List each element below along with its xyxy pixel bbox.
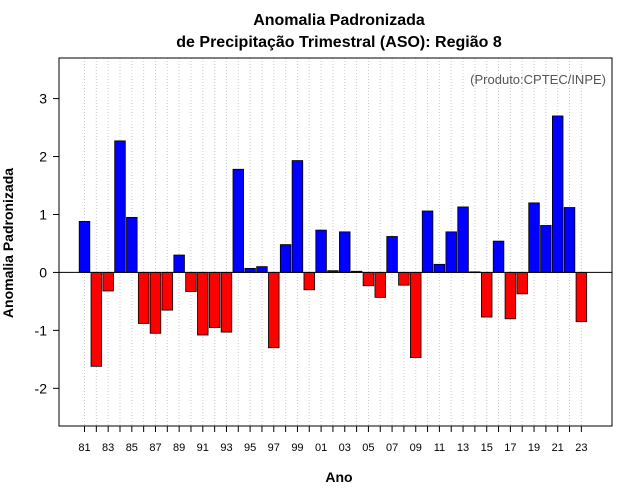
bar-2013	[457, 206, 469, 273]
x-tick-label: 85	[126, 442, 138, 454]
bar-1996	[256, 266, 268, 273]
x-tick-label: 21	[552, 442, 564, 454]
bar-2001	[315, 229, 327, 273]
bar-2022	[563, 207, 576, 273]
bar-2011	[433, 263, 446, 273]
bar-2005	[362, 272, 375, 287]
x-tick-label: 93	[220, 442, 232, 454]
x-tick-label: 81	[78, 442, 90, 454]
bar-2017	[504, 272, 517, 320]
bar-1991	[197, 272, 209, 336]
y-tick-label: -2	[35, 380, 48, 396]
grid	[84, 58, 582, 426]
bar-2021	[552, 115, 564, 273]
x-tick-label: 19	[528, 442, 540, 454]
bar-2008	[398, 272, 410, 286]
bar-1981	[78, 221, 91, 273]
bar-2015	[481, 272, 493, 318]
bar-1989	[173, 254, 185, 273]
x-tick-label: 89	[173, 442, 185, 454]
bar-1985	[126, 216, 138, 273]
bar-1984	[114, 140, 126, 273]
x-tick-label: 09	[410, 442, 422, 454]
bar-1992	[208, 272, 221, 328]
bar-1988	[161, 272, 174, 311]
x-tick-label: 91	[197, 442, 209, 454]
y-tick-label: 1	[39, 206, 47, 222]
bar-2010	[421, 210, 434, 273]
bar-1994	[232, 168, 244, 273]
bar-2019	[528, 202, 540, 273]
bar-2009	[410, 272, 422, 359]
x-tick-label: 15	[481, 442, 493, 454]
y-axis: -2 -1 0 1 2 3	[35, 91, 59, 396]
bar-1983	[102, 272, 114, 292]
x-axis: 81 83 85 87 89 91 93 95 97 99 01 03 05 07 09 11 13 15 17 19…	[78, 426, 587, 454]
plot-frame	[58, 57, 613, 427]
bar-1998	[279, 244, 292, 273]
x-tick-label: 11	[434, 442, 445, 454]
x-tick-label: 95	[244, 442, 256, 454]
x-tick-label: 87	[149, 442, 161, 454]
bar-2003	[339, 231, 351, 273]
x-tick-label: 23	[575, 442, 587, 454]
x-tick-label: 03	[339, 442, 351, 454]
chart-title-line2: de Precipitação Trimestral (ASO): Região…	[176, 34, 502, 51]
bar-2023	[575, 272, 588, 323]
bars	[78, 115, 588, 367]
x-tick-label: 17	[504, 442, 516, 454]
y-tick-label: 3	[39, 91, 47, 107]
bar-1990	[185, 272, 197, 292]
bar-2007	[386, 236, 398, 273]
bar-2020	[540, 225, 552, 273]
y-tick-label: 2	[39, 149, 47, 165]
x-tick-label: 83	[102, 442, 114, 454]
bar-2018	[516, 272, 528, 295]
x-tick-label: 99	[291, 442, 303, 454]
bar-1993	[220, 272, 233, 333]
x-tick-label: 07	[386, 442, 398, 454]
bar-2012	[445, 231, 457, 273]
x-tick-label: 01	[315, 442, 327, 454]
x-tick-label: 05	[362, 442, 374, 454]
bar-2006	[374, 272, 386, 298]
bar-1982	[90, 272, 103, 367]
y-tick-label: 0	[39, 264, 47, 280]
y-tick-label: -1	[35, 322, 48, 338]
credit-label: (Produto:CPTEC/INPE)	[470, 72, 606, 87]
bar-1986	[137, 272, 150, 324]
bar-1987	[149, 272, 162, 334]
chart-title-line1: Anomalia Padronizada	[253, 12, 425, 29]
bar-1999	[291, 160, 304, 273]
x-axis-title: Ano	[325, 469, 352, 485]
bar-1997	[268, 272, 280, 349]
bar-2016	[492, 240, 505, 273]
x-tick-label: 13	[457, 442, 469, 454]
x-tick-label: 97	[268, 442, 280, 454]
bar-1995	[244, 267, 256, 273]
bar-2000	[303, 272, 315, 291]
y-axis-title: Anomalia Padronizada	[0, 168, 16, 318]
